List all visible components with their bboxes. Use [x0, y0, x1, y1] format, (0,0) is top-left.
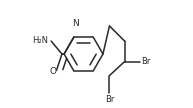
Text: Br: Br: [141, 56, 151, 66]
Text: H₂N: H₂N: [32, 36, 48, 45]
Text: Br: Br: [105, 95, 114, 104]
Text: N: N: [72, 19, 79, 28]
Text: O: O: [49, 67, 56, 76]
